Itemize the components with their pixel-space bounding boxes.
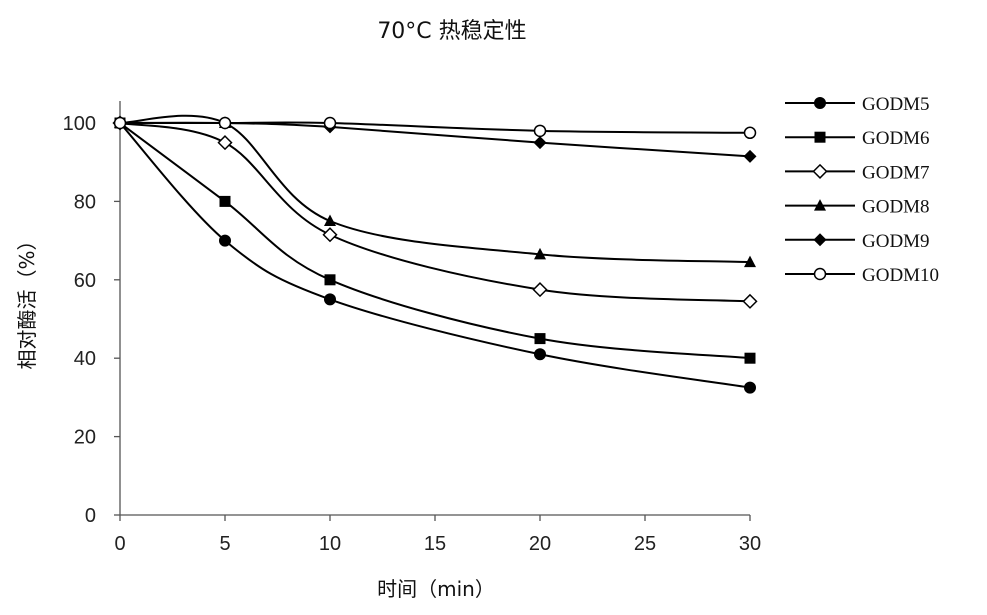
data-point-godm7 — [532, 282, 548, 298]
x-tick-label: 5 — [219, 533, 230, 555]
x-tick-label: 20 — [529, 533, 551, 555]
y-tick-label: 60 — [74, 270, 96, 292]
series-godm6 — [114, 117, 756, 364]
y-tick-label: 100 — [63, 113, 96, 135]
legend-marker — [813, 233, 827, 247]
series-line-godm6 — [119, 122, 751, 360]
y-tick-label: 80 — [74, 191, 96, 213]
chart-title: 70°C 热稳定性 — [377, 19, 526, 44]
legend-item-godm7: GODM7 — [785, 162, 930, 183]
data-point-godm7 — [217, 135, 233, 151]
y-axis-label: 相对酶活（%） — [15, 230, 39, 369]
legend-label: GODM6 — [862, 128, 930, 149]
series-layer — [112, 114, 758, 394]
data-point-godm9 — [743, 149, 757, 163]
legend-label: GODM10 — [862, 265, 939, 286]
data-point-godm6 — [744, 352, 756, 364]
data-point-godm8 — [324, 214, 336, 226]
data-point-godm10 — [323, 116, 337, 130]
data-point-godm7 — [742, 293, 758, 309]
series-line-godm8 — [119, 114, 751, 264]
data-point-godm6 — [219, 195, 231, 207]
y-tick-label: 0 — [85, 505, 96, 527]
legend-marker — [814, 199, 826, 211]
x-tick-label: 15 — [424, 533, 446, 555]
data-point-godm10 — [218, 116, 232, 130]
data-point-godm10 — [113, 116, 127, 130]
legend-label: GODM8 — [862, 197, 930, 218]
data-point-godm5 — [219, 234, 231, 247]
legend-item-godm8: GODM8 — [785, 197, 930, 218]
x-axis-label: 时间（min） — [377, 577, 495, 601]
legend-marker — [814, 97, 826, 109]
legend-marker — [812, 163, 828, 179]
series-line-godm7 — [119, 122, 751, 303]
data-point-godm8 — [534, 247, 546, 260]
legend-label: GODM5 — [862, 94, 930, 115]
legend-label: GODM9 — [862, 231, 930, 252]
data-point-godm5 — [324, 293, 336, 306]
legend-marker — [813, 267, 827, 281]
series-godm7 — [112, 115, 758, 309]
data-point-godm7 — [322, 227, 338, 243]
legend-label: GODM7 — [862, 162, 930, 183]
data-point-godm5 — [534, 348, 546, 361]
data-point-godm10 — [533, 124, 547, 138]
data-point-godm5 — [744, 381, 756, 394]
x-tick-label: 25 — [634, 533, 656, 555]
x-tick-label: 0 — [114, 533, 125, 555]
legend-item-godm10: GODM10 — [785, 265, 939, 286]
data-point-godm6 — [324, 274, 336, 286]
x-tick-label: 30 — [739, 533, 761, 555]
legend-marker — [814, 131, 826, 143]
series-godm10 — [113, 116, 757, 140]
series-line-godm10 — [119, 121, 751, 134]
axes: 0 5 10 15 20 25 30 0 20 40 60 80 100 — [63, 101, 761, 555]
series-line-godm5 — [119, 122, 751, 389]
data-point-godm6 — [534, 333, 546, 345]
x-tick-label: 10 — [319, 533, 341, 555]
data-point-godm9 — [533, 136, 547, 150]
legend: GODM5 GODM6 GODM7 GODM8 GODM9 GODM10 — [785, 94, 939, 286]
data-point-godm10 — [743, 126, 757, 140]
y-tick-label: 40 — [74, 348, 96, 370]
legend-item-godm9: GODM9 — [785, 231, 930, 252]
legend-item-godm5: GODM5 — [785, 94, 930, 115]
data-point-godm8 — [744, 255, 756, 268]
legend-item-godm6: GODM6 — [785, 128, 930, 149]
y-tick-label: 20 — [74, 427, 96, 449]
